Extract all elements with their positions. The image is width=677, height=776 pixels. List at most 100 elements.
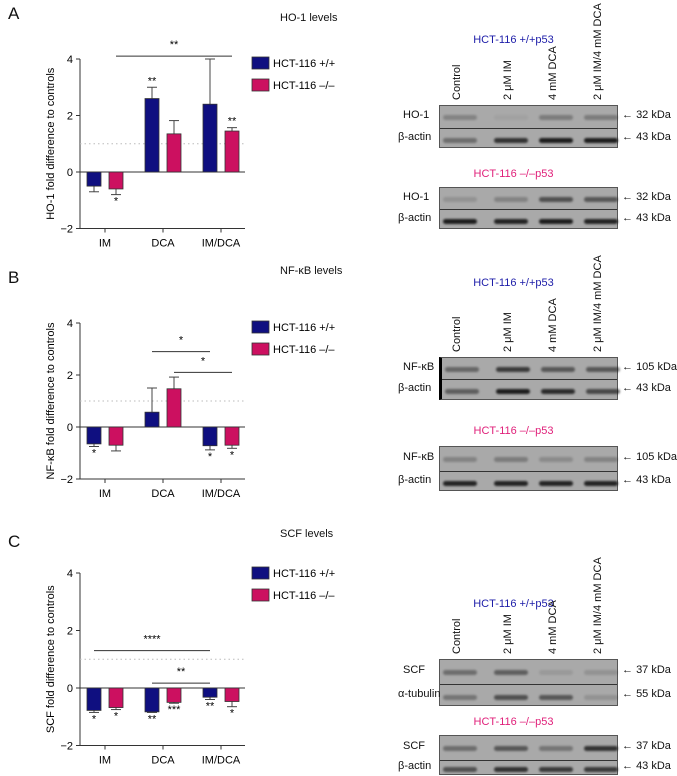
molecular-weight-label: ← 32 kDa: [622, 191, 671, 203]
bar: [202, 687, 218, 698]
protein-band: [584, 115, 618, 120]
protein-band: [494, 115, 528, 120]
legend-label: HCT-116 +/+: [273, 322, 335, 334]
x-tick-label: IM/DCA: [202, 488, 241, 500]
bar: [202, 103, 218, 173]
y-tick-label: 4: [67, 568, 73, 580]
bar: [224, 426, 240, 446]
kda-value: 55 kDa: [636, 687, 671, 700]
bar: [86, 426, 102, 445]
molecular-weight-label: ← 43 kDa: [622, 131, 671, 143]
kda-value: 43 kDa: [636, 473, 671, 486]
chart-title: HO-1 levels: [280, 12, 338, 24]
legend-swatch: [251, 566, 270, 580]
bar: [144, 687, 160, 713]
arrow-left-icon: ←: [622, 740, 637, 752]
blot-row-label: SCF: [403, 740, 425, 752]
protein-band: [494, 746, 528, 751]
bar: [144, 411, 160, 428]
y-axis-label: SCF fold difference to controls: [45, 585, 57, 733]
protein-band: [496, 366, 530, 372]
protein-band: [586, 366, 620, 372]
molecular-weight-label: ← 43 kDa: [622, 474, 671, 486]
protein-band: [443, 767, 477, 772]
x-tick-label: IM/DCA: [202, 755, 241, 767]
bracket-label: *: [179, 335, 184, 347]
arrow-left-icon: ←: [622, 451, 637, 463]
blot-row: [440, 188, 618, 209]
blot-row-label: β-actin: [398, 382, 432, 394]
protein-band: [445, 389, 479, 394]
protein-band: [494, 694, 528, 700]
bar: [86, 171, 102, 187]
legend-swatch: [251, 342, 270, 356]
western-blot: [439, 105, 618, 148]
molecular-weight-label: ← 55 kDa: [622, 688, 671, 700]
protein-band: [494, 137, 528, 143]
blot-row: [440, 106, 618, 128]
bar: [108, 171, 124, 190]
significance-label: *: [208, 451, 213, 463]
protein-band: [584, 137, 618, 143]
legend-label: HCT-116 +/+: [273, 568, 335, 580]
protein-band: [443, 218, 477, 224]
molecular-weight-label: ← 32 kDa: [622, 109, 671, 121]
blot-row: [440, 447, 618, 471]
protein-band: [443, 746, 477, 751]
blot-row-label: β-actin: [398, 130, 432, 143]
bar: [86, 687, 102, 711]
molecular-weight-label: ← 43 kDa: [622, 382, 671, 394]
western-blot: [439, 446, 618, 491]
panel-letter: B: [8, 268, 20, 287]
western-blot: [439, 659, 618, 706]
legend-label: HCT-116 +/+: [273, 58, 335, 70]
protein-band: [541, 366, 575, 372]
molecular-weight-label: ← 37 kDa: [622, 740, 671, 752]
bar: [202, 426, 218, 447]
protein-band: [539, 218, 573, 224]
y-tick-label: 2: [67, 111, 73, 123]
blot-title: HCT-116 +/+p53: [473, 34, 554, 46]
protein-band: [584, 670, 618, 675]
arrow-left-icon: ←: [622, 382, 637, 394]
y-tick-label: −2: [60, 474, 73, 486]
bracket-label: **: [177, 666, 186, 678]
protein-band: [443, 115, 477, 120]
y-tick-label: 0: [67, 422, 73, 434]
western-blot: [439, 357, 620, 400]
protein-band: [584, 480, 618, 486]
kda-value: 105 kDa: [636, 360, 677, 373]
kda-value: 37 kDa: [636, 664, 671, 676]
bar: [108, 687, 124, 708]
blot-row-label: β-actin: [398, 211, 432, 224]
x-tick-label: DCA: [151, 488, 175, 500]
y-tick-label: 0: [67, 683, 73, 695]
protein-band: [584, 694, 618, 700]
kda-value: 43 kDa: [636, 211, 671, 224]
blot-title: HCT-116 –/–p53: [473, 716, 554, 728]
protein-band: [494, 457, 528, 462]
bar: [144, 98, 160, 173]
protein-band: [445, 366, 479, 372]
protein-band: [494, 670, 528, 675]
x-tick-label: DCA: [151, 755, 175, 767]
arrow-left-icon: ←: [622, 109, 637, 121]
blot-row: [440, 736, 618, 760]
protein-band: [539, 137, 573, 143]
y-tick-label: 2: [67, 370, 73, 382]
protein-band: [539, 480, 573, 486]
legend-label: HCT-116 –/–: [273, 80, 335, 92]
protein-band: [584, 196, 618, 202]
x-tick-label: IM: [99, 238, 111, 250]
blot-row: [440, 471, 618, 492]
blot-row-label: α-tubulin: [398, 687, 441, 700]
blot-row-label: NF-κB: [403, 360, 435, 373]
blot-row-label: β-actin: [398, 760, 432, 772]
x-tick-label: IM/DCA: [202, 238, 241, 250]
y-tick-label: −2: [60, 224, 73, 236]
protein-band: [496, 389, 530, 394]
x-tick-label: IM: [99, 755, 111, 767]
significance-label: **: [228, 116, 237, 128]
protein-band: [494, 196, 528, 202]
